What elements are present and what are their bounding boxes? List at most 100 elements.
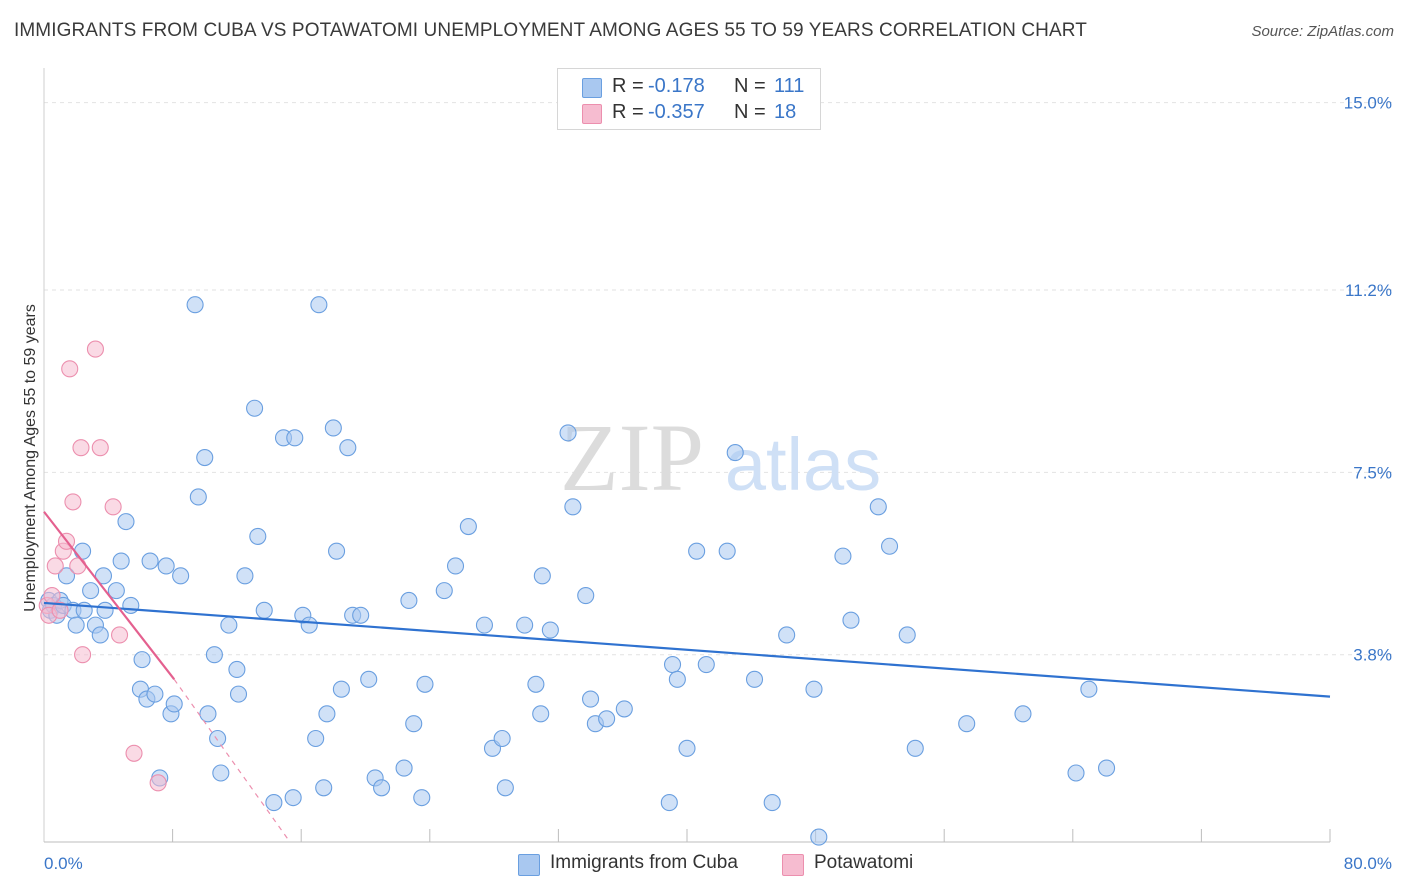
cuba-point <box>615 700 633 718</box>
cuba-point <box>236 567 254 585</box>
potawatomi-point <box>46 557 64 575</box>
cuba-point <box>663 656 682 674</box>
y-tick-label: 11.2% <box>1345 281 1392 300</box>
cuba-point <box>842 611 860 629</box>
y-tick-label: 7.5% <box>1353 463 1392 482</box>
cuba-point <box>286 429 304 447</box>
cuba-point <box>810 828 828 846</box>
y-tick-label: 3.8% <box>1353 646 1392 665</box>
cuba-point <box>157 557 175 575</box>
cuba-point <box>577 586 595 605</box>
potawatomi-point <box>72 439 90 457</box>
points-layer <box>38 296 1116 846</box>
cuba-point <box>339 439 357 457</box>
potawatomi-point <box>61 360 79 378</box>
cuba-point <box>906 739 924 757</box>
cuba-point <box>688 542 706 560</box>
cuba-point <box>400 591 418 610</box>
cuba-point <box>898 626 916 644</box>
cuba-point <box>559 424 577 442</box>
cuba-point <box>778 626 796 644</box>
watermark-atlas: atlas <box>725 423 881 506</box>
cuba-point <box>189 488 207 506</box>
cuba-point <box>117 513 135 531</box>
potawatomi-point <box>125 744 143 762</box>
cuba-point <box>668 670 686 688</box>
potawatomi-swatch <box>782 854 804 876</box>
cuba-point <box>880 537 899 555</box>
cuba-point <box>94 567 113 585</box>
cuba-point <box>141 552 159 570</box>
cuba-point <box>745 670 764 688</box>
cuba-point <box>196 448 214 467</box>
cuba-point <box>1067 764 1085 782</box>
x-tick-label: 80.0% <box>1344 854 1392 873</box>
n-label: N = <box>734 101 766 123</box>
cuba-point <box>324 419 342 437</box>
grid-layer <box>44 102 1392 656</box>
r-value: -0.357 <box>648 101 705 123</box>
cuba-point <box>107 582 125 600</box>
potawatomi-trend-extension <box>173 678 291 843</box>
cuba-point <box>186 296 204 314</box>
cuba-point <box>96 601 114 619</box>
cuba-point <box>255 601 273 619</box>
cuba-point <box>581 690 600 708</box>
cuba-point <box>1014 705 1032 723</box>
cuba-point <box>533 567 551 585</box>
cuba-point <box>697 656 715 674</box>
potawatomi-point <box>51 601 69 619</box>
cuba-point <box>328 542 346 560</box>
cuba-point <box>352 606 370 624</box>
cuba-point <box>220 616 238 634</box>
cuba-point <box>1098 759 1116 777</box>
n-value: 111 <box>774 75 805 97</box>
cuba-point <box>532 705 550 723</box>
cuba-point <box>958 715 976 733</box>
cuba-point <box>435 582 453 600</box>
r-value: -0.178 <box>648 75 705 97</box>
tick-labels: 3.8% 7.5% 11.2% 15.0% 0.0% 80.0% <box>44 94 1392 873</box>
cuba-point <box>413 789 431 807</box>
cuba-point <box>91 626 109 644</box>
cuba-point <box>122 596 140 614</box>
cuba-point <box>678 739 696 757</box>
series-legend: Immigrants from Cuba Potawatomi <box>0 852 1406 878</box>
cuba-point <box>307 729 325 748</box>
cuba-point <box>82 582 100 600</box>
n-value: 18 <box>774 101 797 123</box>
cuba-point <box>527 675 545 693</box>
cuba-swatch <box>582 78 602 98</box>
cuba-point <box>660 794 678 812</box>
potawatomi-point <box>74 646 92 664</box>
cuba-point <box>869 498 887 516</box>
cuba-point <box>493 729 511 748</box>
potawatomi-point <box>69 557 87 575</box>
cuba-point <box>475 616 494 634</box>
cuba-point <box>1080 680 1098 698</box>
cuba-point <box>315 779 333 797</box>
cuba-point <box>496 779 514 797</box>
y-tick-label: 15.0% <box>1344 94 1392 113</box>
cuba-point <box>146 685 164 703</box>
cuba-point <box>133 651 151 669</box>
trend-layer <box>43 511 1331 843</box>
potawatomi-point <box>43 586 61 605</box>
cuba-point <box>395 759 413 777</box>
cuba-point <box>212 764 230 782</box>
n-label: N = <box>734 75 766 97</box>
r-label: R = <box>612 75 644 97</box>
cuba-point <box>199 705 217 723</box>
cuba-point <box>209 729 227 748</box>
cuba-point <box>249 527 267 545</box>
cuba-swatch <box>518 854 540 876</box>
chart-title: IMMIGRANTS FROM CUBA VS POTAWATOMI UNEMP… <box>14 20 1087 41</box>
cuba-point <box>834 547 852 565</box>
cuba-point <box>373 779 391 797</box>
cuba-point <box>165 695 183 713</box>
cuba-point <box>300 616 318 634</box>
cuba-point <box>541 621 559 639</box>
cuba-point <box>718 542 736 560</box>
cuba-point <box>763 794 781 812</box>
